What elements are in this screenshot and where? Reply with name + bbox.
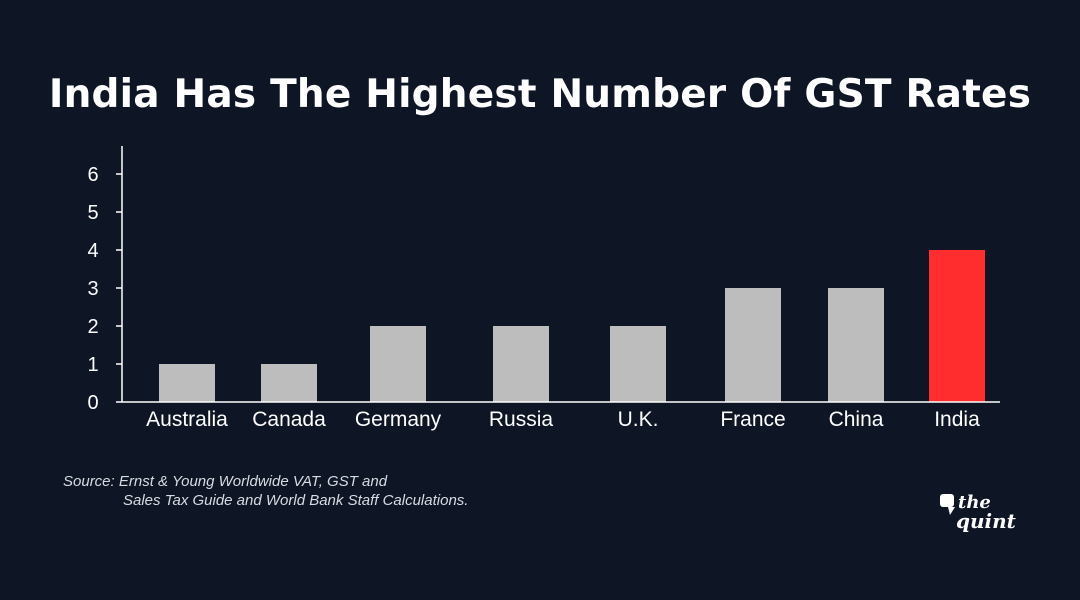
category-label: Germany [355, 408, 442, 431]
source-line-1: Source: Ernst & Young Worldwide VAT, GST… [63, 473, 388, 490]
y-tick-label: 3 [87, 278, 98, 300]
chart-title: India Has The Highest Number Of GST Rate… [48, 72, 1032, 117]
bar-canada [261, 364, 317, 402]
y-tick-label: 1 [87, 354, 98, 376]
bar-u-k [610, 326, 666, 402]
y-tick-label: 2 [87, 316, 98, 338]
source-note: Source: Ernst & Young Worldwide VAT, GST… [63, 472, 468, 510]
y-tick-label: 6 [87, 164, 98, 186]
category-label: Russia [489, 408, 554, 431]
bar-china [828, 288, 884, 402]
category-label: India [934, 408, 980, 431]
quote-mark-icon [940, 494, 955, 515]
bar-russia [493, 326, 549, 402]
category-label: U.K. [618, 408, 659, 431]
bar-india [929, 250, 985, 402]
category-label: Australia [146, 408, 228, 431]
bar-france [725, 288, 781, 402]
bar-germany [370, 326, 426, 402]
svg-text:quint: quint [956, 509, 1017, 533]
y-tick-label: 5 [87, 202, 98, 224]
svg-text:the: the [958, 492, 991, 513]
the-quint-logo: the quint [940, 492, 1017, 533]
category-label: France [720, 408, 785, 431]
y-tick-label: 4 [87, 240, 98, 262]
category-label: Canada [252, 408, 326, 431]
source-line-2: Sales Tax Guide and World Bank Staff Cal… [123, 492, 469, 509]
category-label: China [829, 408, 884, 431]
y-tick-label: 0 [87, 392, 98, 414]
bar-australia [159, 364, 215, 402]
